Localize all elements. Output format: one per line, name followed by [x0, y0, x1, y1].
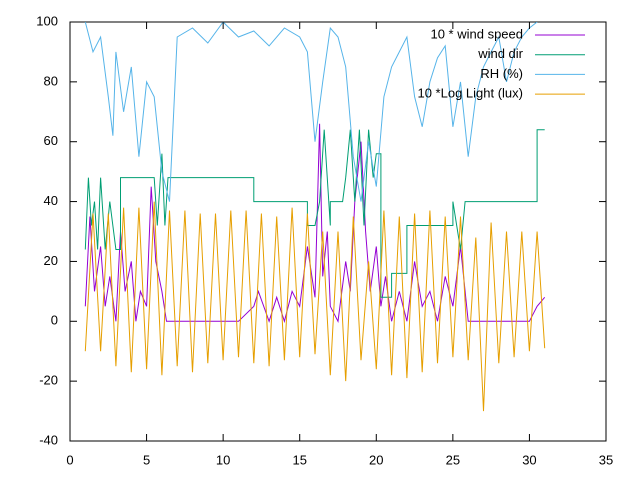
- x-tick-label: 15: [292, 452, 306, 467]
- legend-label: 10 *Log Light (lux): [417, 86, 523, 101]
- legend-label: 10 * wind speed: [430, 26, 523, 41]
- y-tick-label: -40: [39, 432, 58, 447]
- y-tick-label: 100: [36, 13, 58, 28]
- plot-border: [69, 21, 607, 442]
- x-tick-label: 0: [66, 452, 73, 467]
- x-tick-label: 10: [216, 452, 230, 467]
- x-tick-label: 20: [369, 452, 383, 467]
- y-tick-label: 80: [44, 73, 58, 88]
- legend-label: RH (%): [480, 66, 523, 81]
- y-tick-label: 20: [44, 253, 58, 268]
- x-tick-label: 30: [522, 452, 536, 467]
- series-line: [84, 22, 538, 202]
- series-line: [84, 129, 545, 298]
- y-tick-label: 0: [51, 313, 58, 328]
- series-line: [84, 201, 546, 412]
- x-tick-label: 25: [446, 452, 460, 467]
- y-tick-label: -20: [39, 373, 58, 388]
- plot-area: [84, 22, 546, 412]
- y-tick-label: 60: [44, 133, 58, 148]
- series-line: [84, 123, 546, 324]
- legend-label: wind dir: [477, 46, 523, 61]
- x-tick-label: 35: [599, 452, 613, 467]
- y-tick-label: 40: [44, 193, 58, 208]
- x-tick-label: 5: [143, 452, 150, 467]
